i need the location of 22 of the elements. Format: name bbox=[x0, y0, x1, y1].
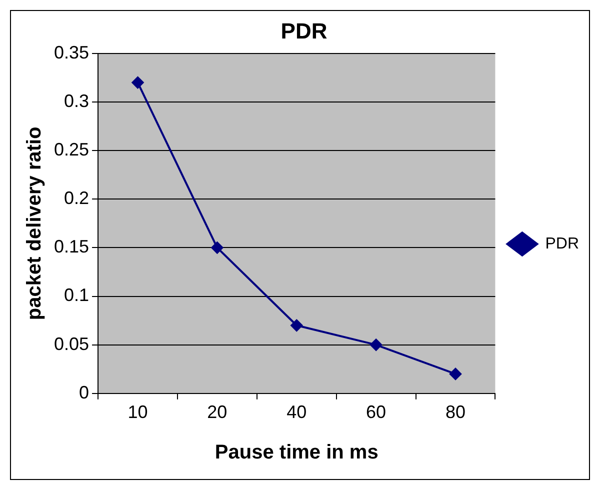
x-tick-label: 10 bbox=[128, 402, 148, 422]
point bbox=[211, 242, 224, 254]
y-tick-label: 0.35 bbox=[54, 42, 90, 62]
x-tick-label: 40 bbox=[286, 402, 307, 422]
y-tick-label: 0.2 bbox=[64, 188, 90, 208]
y-tick-label: 0.1 bbox=[64, 285, 90, 306]
y-axis-title: packet delivery ratio bbox=[24, 126, 46, 320]
y-tick-label: 0.05 bbox=[54, 334, 90, 354]
x-tick-label: 20 bbox=[207, 402, 228, 422]
y-tick-label: 0.3 bbox=[64, 90, 90, 111]
point bbox=[132, 76, 144, 89]
point bbox=[290, 319, 303, 332]
y-tick-label: 0 bbox=[79, 382, 90, 402]
x-tick-label: 80 bbox=[445, 402, 466, 422]
legend-label: PDR bbox=[545, 235, 579, 252]
y-tick-label: 0.25 bbox=[54, 140, 90, 160]
y-tick-label: 0.15 bbox=[54, 236, 90, 257]
point bbox=[370, 338, 382, 351]
point bbox=[450, 368, 462, 380]
x-axis-title: Pause time in ms bbox=[214, 442, 378, 464]
x-tick-label: 60 bbox=[366, 402, 386, 422]
chart-title: PDR bbox=[280, 18, 328, 44]
